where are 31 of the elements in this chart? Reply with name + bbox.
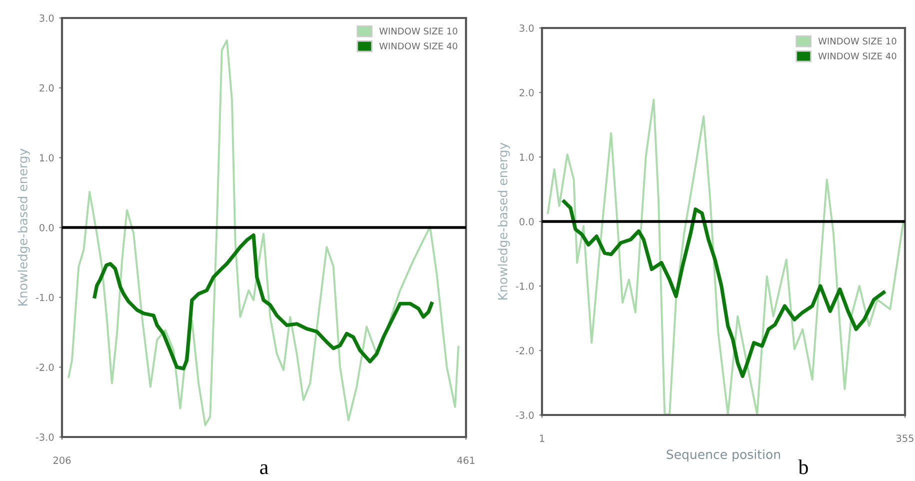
y-tick-label: -2.0 [516,346,534,354]
x-axis-title: Sequence position [666,449,780,462]
legend-label: WINDOW SIZE 40 [818,52,896,60]
y-tick-label: 0.0 [40,224,54,232]
x-tick-label: 461 [457,456,474,464]
line-series [562,200,886,378]
y-tick-label: 0.0 [520,218,534,226]
x-tick-label: 206 [53,456,71,464]
y-tick-label: -1.0 [516,282,534,290]
y-tick-label: 1.0 [40,154,54,162]
line-series [92,233,434,370]
legend-label: WINDOW SIZE 10 [379,28,458,34]
y-tick-label: -3.0 [516,411,534,419]
text: a [260,464,268,474]
legend-label: WINDOW SIZE 10 [818,38,896,44]
y-axis-title: Knowledge-based energy [498,142,510,300]
y-tick-label: -1.0 [36,294,54,302]
y-tick-label: 1.0 [520,153,534,161]
legend-label: WINDOW SIZE 40 [379,42,458,50]
y-tick-label: -3.0 [36,433,54,441]
y-tick-label: -2.0 [36,364,54,371]
x-tick-label: 355 [896,434,914,442]
text: b [798,460,808,474]
line-series [68,39,460,426]
y-axis-title: Knowledge-based energy [18,148,30,306]
y-tick-label: 2.0 [520,88,534,96]
y-tick-label: 3.0 [40,14,54,22]
line-series [546,98,904,415]
y-tick-label: 2.0 [40,84,54,92]
y-tick-label: 3.0 [520,24,534,32]
x-tick-label: 1 [540,434,544,442]
